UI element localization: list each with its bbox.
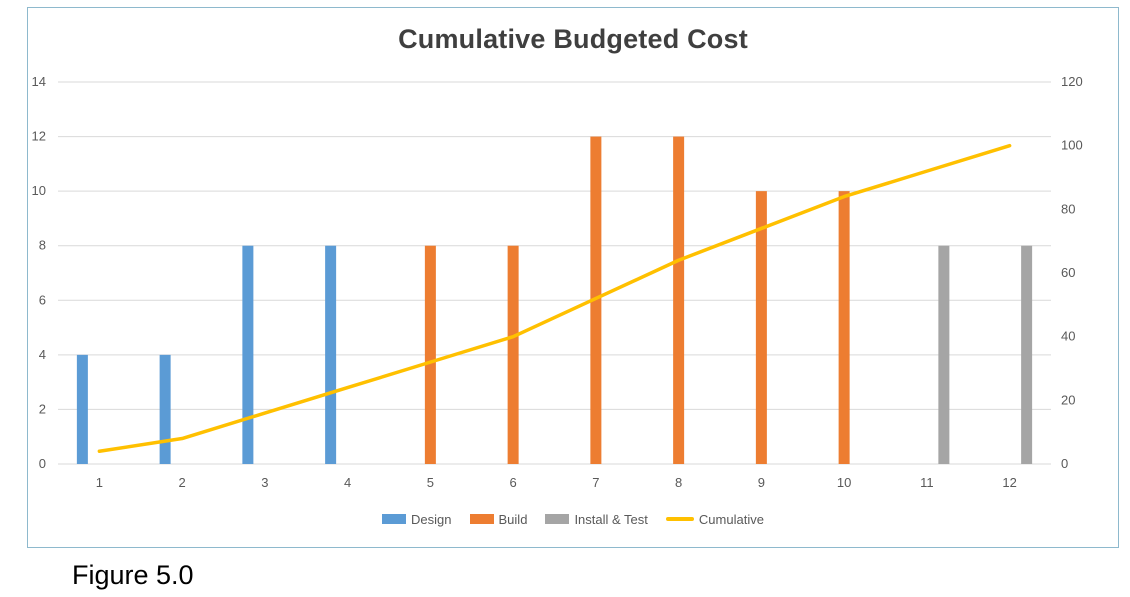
svg-text:120: 120 xyxy=(1061,74,1083,89)
svg-text:12: 12 xyxy=(1002,475,1016,490)
left-axis-labels: 0 2 4 6 8 10 12 14 xyxy=(32,74,46,471)
svg-text:6: 6 xyxy=(39,292,46,307)
svg-text:7: 7 xyxy=(592,475,599,490)
bar xyxy=(76,354,88,464)
legend: Design Build Install & Test Cumulative xyxy=(28,508,1118,530)
legend-item: Install & Test xyxy=(545,511,648,527)
svg-text:10: 10 xyxy=(837,475,851,490)
bar xyxy=(938,245,950,464)
line xyxy=(97,143,1012,454)
svg-text:8: 8 xyxy=(675,475,682,490)
svg-text:6: 6 xyxy=(510,475,517,490)
bar xyxy=(673,136,685,465)
bar xyxy=(242,245,254,464)
svg-text:9: 9 xyxy=(758,475,765,490)
figure-caption: Figure 5.0 xyxy=(72,560,194,590)
svg-text:20: 20 xyxy=(1061,392,1075,407)
legend-item: Build xyxy=(469,511,528,527)
svg-text:60: 60 xyxy=(1061,265,1075,280)
legend-item: Design xyxy=(382,511,452,527)
bar xyxy=(755,191,767,464)
legend-swatch-icon xyxy=(545,514,570,524)
gridlines xyxy=(58,81,1051,465)
legend-swatch-icon xyxy=(469,514,494,524)
legend-label: Build xyxy=(498,511,528,527)
svg-text:0: 0 xyxy=(39,456,46,471)
svg-text:14: 14 xyxy=(32,74,46,89)
svg-text:2: 2 xyxy=(39,401,46,416)
bar xyxy=(507,245,519,464)
svg-text:40: 40 xyxy=(1061,329,1075,344)
bar xyxy=(325,245,337,464)
svg-text:3: 3 xyxy=(261,475,268,490)
svg-text:4: 4 xyxy=(344,475,351,490)
bar xyxy=(838,191,850,464)
legend-line-icon xyxy=(665,517,694,521)
legend-label: Cumulative xyxy=(698,511,764,527)
svg-text:5: 5 xyxy=(427,475,434,490)
legend-label: Design xyxy=(411,511,452,527)
chart: Cumulative Budgeted Cost 0 2 4 6 8 10 12 14 0 20 4… xyxy=(27,7,1119,548)
svg-text:8: 8 xyxy=(39,238,46,253)
svg-text:12: 12 xyxy=(32,129,46,144)
svg-text:100: 100 xyxy=(1061,138,1083,153)
legend-swatch-icon xyxy=(382,514,407,524)
svg-text:0: 0 xyxy=(1061,456,1068,471)
bar xyxy=(424,245,436,464)
svg-text:1: 1 xyxy=(96,475,103,490)
bar-series-1 xyxy=(76,245,337,464)
svg-text:4: 4 xyxy=(39,347,46,362)
svg-text:11: 11 xyxy=(920,475,934,490)
bar xyxy=(1021,245,1033,464)
legend-item: Cumulative xyxy=(665,511,764,527)
right-axis-labels: 0 20 40 60 80 100 120 xyxy=(1061,74,1083,471)
x-axis-labels: 1 2 3 4 5 6 7 8 9 10 11 12 xyxy=(96,475,1017,490)
legend-label: Install & Test xyxy=(574,511,648,527)
chart-title: Cumulative Budgeted Cost xyxy=(398,24,748,54)
cumulative-line xyxy=(97,143,1012,454)
svg-text:2: 2 xyxy=(179,475,186,490)
bar xyxy=(159,354,171,464)
svg-text:10: 10 xyxy=(32,183,46,198)
svg-text:80: 80 xyxy=(1061,201,1075,216)
bar-series-3 xyxy=(938,245,1033,464)
